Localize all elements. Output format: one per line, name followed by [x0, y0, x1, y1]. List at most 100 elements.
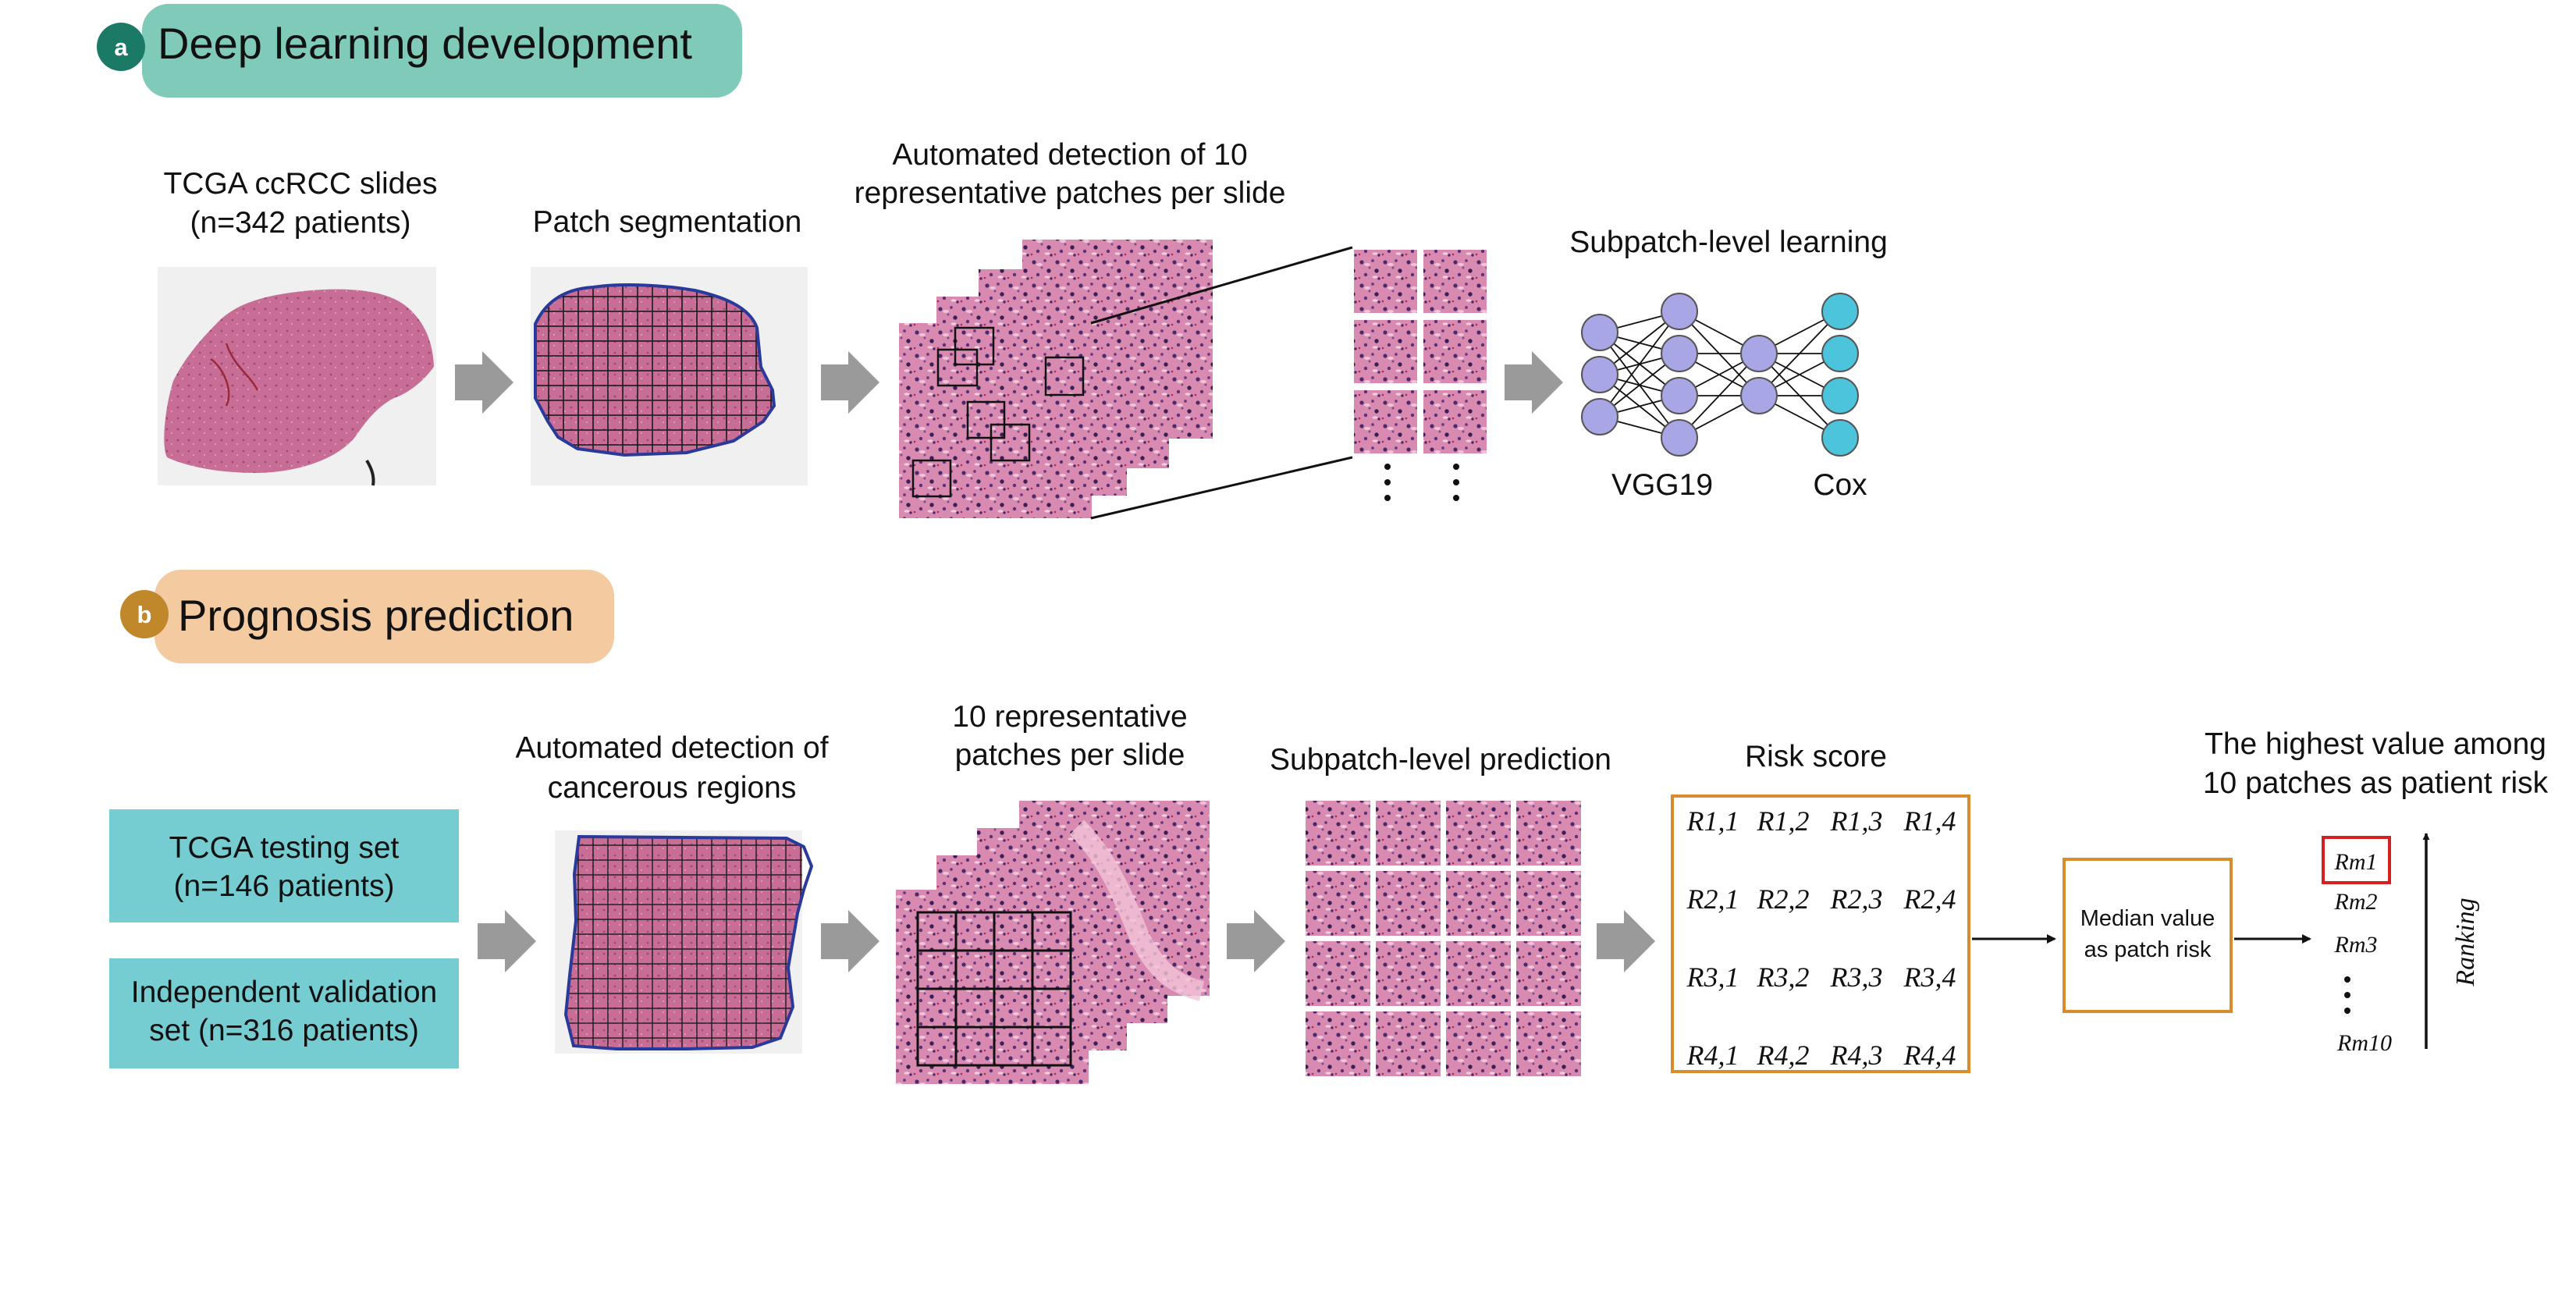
- risk-cell-3-1: R3,1: [1686, 962, 1739, 993]
- risk-score-title: Risk score: [1745, 740, 1887, 773]
- risk-cell-2-2: R2,2: [1757, 883, 1810, 915]
- ranking-item-1: Rm1: [2334, 849, 2378, 875]
- prediction-label: Subpatch-level prediction: [1270, 743, 1611, 777]
- testing-set-line1: TCGA testing set: [169, 831, 400, 865]
- flow-arrow-a1: [455, 351, 513, 414]
- subpatch-tile: [1516, 1011, 1581, 1076]
- subpatch-tile: [1376, 801, 1441, 866]
- subpatch-tile: [1376, 1011, 1441, 1076]
- panel-b-title: Prognosis prediction: [178, 591, 574, 640]
- risk-cell-3-4: R3,4: [1903, 962, 1956, 993]
- slides-label-line2: (n=342 patients): [190, 206, 411, 240]
- patch-stack-icon: [899, 240, 1353, 520]
- risk-cell-2-1: R2,1: [1686, 883, 1739, 915]
- subpatch-tile: [1516, 871, 1581, 936]
- subpatch-tile: [1306, 941, 1370, 1006]
- subpatch-tile: [1446, 801, 1511, 866]
- risk-score-box: [1671, 794, 1970, 1073]
- vgg19-label: VGG19: [1611, 468, 1713, 502]
- risk-cell-1-4: R1,4: [1903, 805, 1956, 837]
- risk-cell-1-3: R1,3: [1830, 805, 1883, 837]
- risk-cell-4-3: R4,3: [1830, 1040, 1883, 1071]
- selected-patch: [1354, 390, 1417, 453]
- testing-set-line2: (n=146 patients): [174, 869, 395, 903]
- cox-label: Cox: [1813, 468, 1867, 502]
- ranking-ellipsis-icon: [2344, 976, 2350, 1014]
- subpatch-tile: [1446, 941, 1511, 1006]
- panel-a-badge: [97, 23, 145, 71]
- highest-label-line1: The highest value among: [2205, 727, 2546, 761]
- validation-set-box: [109, 958, 459, 1068]
- validation-set-line1: Independent validation: [131, 976, 438, 1009]
- panel-a: a Deep learning development TCGA ccRCC s…: [97, 4, 1888, 520]
- patch-stack-b-icon: [896, 801, 1210, 1084]
- ranking-item-2: Rm2: [2334, 889, 2378, 915]
- validation-set-line2: set (n=316 patients): [149, 1014, 419, 1047]
- median-line1: Median value: [2080, 906, 2215, 931]
- risk-matrix: R1,1 R1,2 R1,3 R1,4 R2,1 R2,2 R2,3 R2,4 R3,1 R3,2…: [1686, 805, 1956, 1071]
- patches-label-line1: 10 representative: [952, 700, 1187, 734]
- subpatch-tile: [1376, 941, 1441, 1006]
- nn-output-nodes: [1821, 293, 1859, 457]
- risk-cell-1-2: R1,2: [1757, 805, 1810, 837]
- selected-patch: [1423, 390, 1487, 453]
- grid-overlay-icon: [531, 267, 808, 485]
- selected-patch: [1354, 250, 1417, 313]
- detection-label-line1: Automated detection of 10: [892, 138, 1247, 172]
- flow-arrow-b4: [1597, 910, 1655, 972]
- testing-set-box: [109, 809, 459, 922]
- detection-label-line2: representative patches per slide: [855, 176, 1286, 210]
- nn-hidden-nodes: [1581, 293, 1778, 457]
- median-line2: as patch risk: [2084, 937, 2212, 962]
- subpatch-tile: [1306, 801, 1370, 866]
- cancer-region-grid-icon: [555, 830, 814, 1054]
- ranking-label: Ranking: [2451, 898, 2480, 986]
- subpatch-tile: [1446, 1011, 1511, 1076]
- risk-cell-4-1: R4,1: [1686, 1040, 1739, 1071]
- panel-b-banner: [155, 570, 614, 663]
- neural-network-icon: [1581, 293, 1859, 457]
- panel-a-banner: [142, 4, 742, 98]
- subpatch-prediction-grid: [1306, 801, 1581, 1076]
- subpatch-tile: [1306, 871, 1370, 936]
- risk-cell-3-3: R3,3: [1830, 962, 1883, 993]
- risk-cell-1-1: R1,1: [1686, 805, 1739, 837]
- slides-label-line1: TCGA ccRCC slides: [163, 167, 437, 201]
- panel-a-title: Deep learning development: [158, 19, 692, 68]
- segmentation-label: Patch segmentation: [533, 205, 802, 239]
- panel-a-badge-letter: a: [114, 34, 128, 61]
- highest-label-line2: 10 patches as patient risk: [2203, 766, 2549, 800]
- panel-b-badge-letter: b: [137, 601, 152, 628]
- patches-label-line2: patches per slide: [955, 738, 1185, 772]
- flow-arrow-b2: [821, 910, 879, 972]
- risk-cell-4-2: R4,2: [1757, 1040, 1810, 1071]
- nn-edges: [1599, 311, 1841, 439]
- selected-patch: [1354, 320, 1417, 383]
- cancer-detection-line1: Automated detection of: [515, 731, 828, 765]
- selected-patch: [1423, 320, 1487, 383]
- more-patches-dots-icon: [1384, 464, 1459, 501]
- ranking-item-3: Rm3: [2334, 932, 2378, 958]
- selected-patch: [1423, 250, 1487, 313]
- wsi-thumbnail-icon: [158, 267, 436, 486]
- subpatch-grid: [916, 911, 1072, 1067]
- risk-cell-2-3: R2,3: [1830, 883, 1883, 915]
- ranking-item-last: Rm10: [2336, 1030, 2392, 1056]
- cancer-detection-line2: cancerous regions: [548, 771, 797, 805]
- subpatch-tile: [1376, 871, 1441, 936]
- flow-arrow-a3: [1505, 351, 1563, 414]
- selected-patches-grid: [1354, 250, 1487, 501]
- subpatch-tile: [1516, 801, 1581, 866]
- highest-risk-highlight: [2322, 836, 2391, 884]
- median-box: [2063, 858, 2233, 1013]
- flow-arrow-a2: [821, 351, 879, 414]
- flow-arrow-b1: [478, 910, 536, 972]
- subpatch-learning-label: Subpatch-level learning: [1569, 226, 1888, 259]
- subpatch-tile: [1446, 871, 1511, 936]
- subpatch-tile: [1306, 1011, 1370, 1076]
- subpatch-tile: [1516, 941, 1581, 1006]
- flow-arrow-b3: [1227, 910, 1285, 972]
- risk-cell-4-4: R4,4: [1903, 1040, 1956, 1071]
